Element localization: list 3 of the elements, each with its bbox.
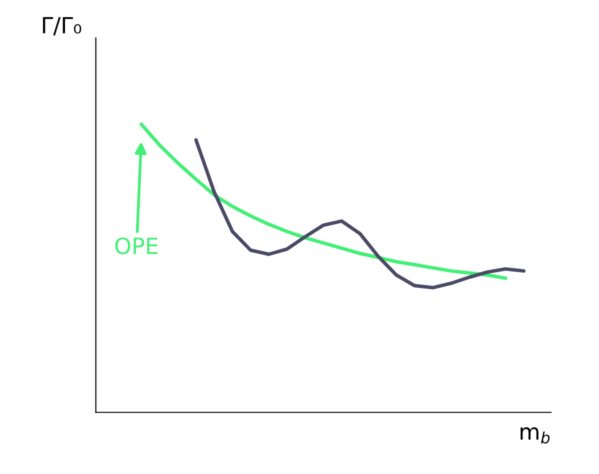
annotation: OPE: [115, 237, 158, 254]
x-axis-title: m$_{b}$: [520, 427, 550, 444]
y-axis-title: Γ/Γ₀: [42, 17, 82, 36]
